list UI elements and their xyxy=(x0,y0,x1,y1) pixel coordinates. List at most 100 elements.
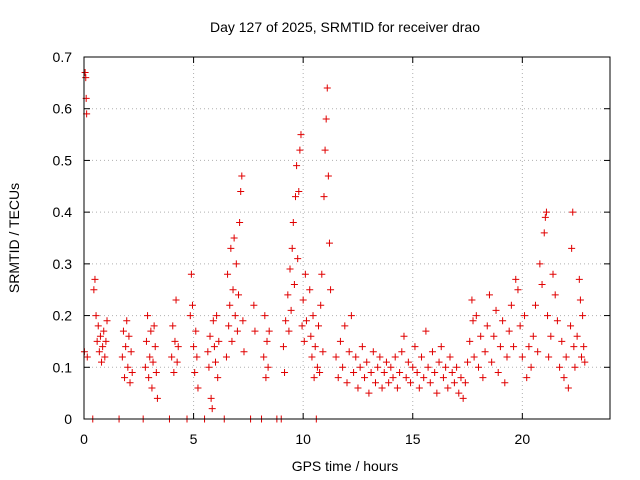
data-point xyxy=(222,353,230,361)
data-point xyxy=(365,389,373,397)
data-point xyxy=(534,348,542,356)
data-point xyxy=(575,275,583,283)
data-point xyxy=(251,327,259,335)
data-point xyxy=(172,296,180,304)
data-point xyxy=(437,343,445,351)
data-point xyxy=(190,343,198,351)
data-point xyxy=(264,363,272,371)
data-point xyxy=(553,317,561,325)
data-point xyxy=(323,84,331,92)
data-point xyxy=(450,379,458,387)
x-tick-label: 5 xyxy=(190,431,198,447)
data-point xyxy=(358,343,366,351)
data-point xyxy=(573,332,581,340)
data-point xyxy=(298,322,306,330)
data-point xyxy=(507,301,515,309)
data-point xyxy=(100,327,108,335)
data-point xyxy=(571,363,579,371)
data-point xyxy=(402,374,410,382)
data-point xyxy=(459,394,467,402)
data-point xyxy=(485,291,493,299)
y-tick-label: 0.3 xyxy=(53,256,73,272)
data-point xyxy=(398,348,406,356)
data-point xyxy=(512,275,520,283)
data-point xyxy=(564,384,572,392)
data-point xyxy=(230,234,238,242)
data-point xyxy=(369,348,377,356)
data-point xyxy=(320,193,328,201)
data-point xyxy=(422,327,430,335)
data-point xyxy=(503,353,511,361)
data-point xyxy=(229,286,237,294)
data-point xyxy=(123,317,131,325)
data-point xyxy=(376,353,384,361)
data-point xyxy=(301,270,309,278)
data-point xyxy=(94,322,102,330)
data-point xyxy=(96,332,104,340)
data-point xyxy=(232,260,240,268)
data-point xyxy=(250,301,258,309)
data-point xyxy=(505,327,513,335)
data-point xyxy=(213,312,221,320)
data-point xyxy=(168,353,176,361)
data-point xyxy=(350,368,358,376)
data-point xyxy=(461,379,469,387)
data-point xyxy=(153,394,161,402)
data-point xyxy=(378,384,386,392)
data-point xyxy=(93,337,101,345)
x-tick-label: 15 xyxy=(405,431,421,447)
data-point xyxy=(141,363,149,371)
data-point xyxy=(236,218,244,226)
data-point xyxy=(490,332,498,340)
data-point xyxy=(396,368,404,376)
data-point xyxy=(477,332,485,340)
data-point xyxy=(152,368,160,376)
data-point xyxy=(206,332,214,340)
y-tick-label: 0.2 xyxy=(53,308,73,324)
data-point xyxy=(496,343,504,351)
data-point xyxy=(544,312,552,320)
data-point xyxy=(385,379,393,387)
data-point xyxy=(400,332,408,340)
data-point xyxy=(468,296,476,304)
data-point xyxy=(551,291,559,299)
data-point xyxy=(523,374,531,382)
grid xyxy=(84,57,610,419)
y-tick-label: 0.5 xyxy=(53,152,73,168)
data-point xyxy=(325,239,333,247)
data-point xyxy=(382,358,390,366)
x-tick-label: 0 xyxy=(80,431,88,447)
data-point xyxy=(101,353,109,361)
data-point xyxy=(501,379,509,387)
data-point xyxy=(147,327,155,335)
x-tick-label: 20 xyxy=(515,431,531,447)
data-point xyxy=(560,374,568,382)
data-point xyxy=(233,327,241,335)
data-point xyxy=(510,343,518,351)
data-point xyxy=(204,348,212,356)
data-point xyxy=(318,270,326,278)
data-point xyxy=(122,343,130,351)
data-point xyxy=(310,374,318,382)
data-point xyxy=(121,374,129,382)
data-point xyxy=(354,384,362,392)
data-point xyxy=(127,348,135,356)
data-point xyxy=(339,363,347,371)
data-point xyxy=(302,317,310,325)
data-point xyxy=(424,363,432,371)
data-point xyxy=(124,363,132,371)
data-point xyxy=(284,291,292,299)
data-point xyxy=(205,363,213,371)
data-point xyxy=(210,343,218,351)
data-point xyxy=(391,353,399,361)
data-point xyxy=(150,322,158,330)
data-point xyxy=(227,244,235,252)
data-point xyxy=(446,353,454,361)
data-point xyxy=(306,286,314,294)
data-point xyxy=(282,317,290,325)
y-tick-label: 0.1 xyxy=(53,359,73,375)
data-point xyxy=(261,312,269,320)
data-point xyxy=(361,374,369,382)
data-point xyxy=(407,379,415,387)
data-point xyxy=(191,368,199,376)
